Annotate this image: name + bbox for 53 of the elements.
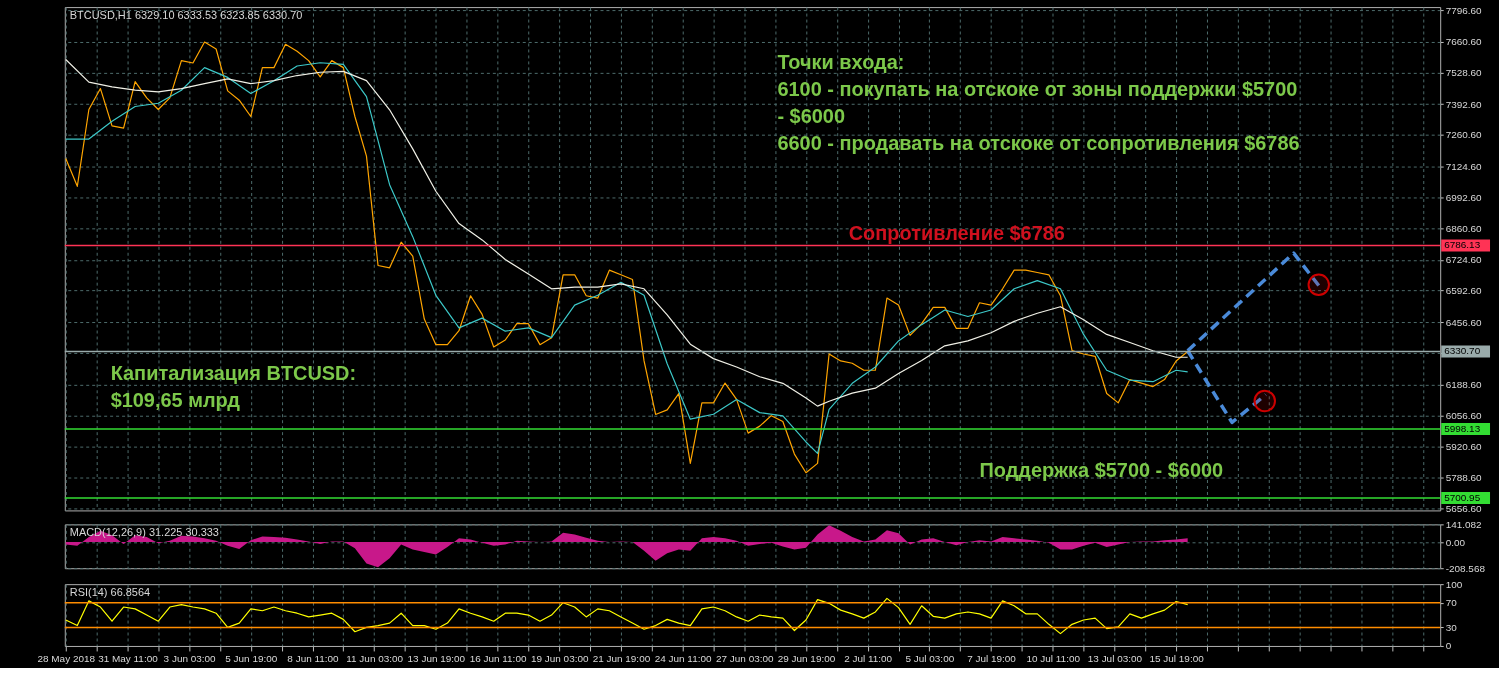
x-tick-label: 2 Jul 11:00 [844, 653, 893, 665]
x-tick-label: 11 Jun 03:00 [346, 653, 404, 665]
y-tick-label: 7124.60 [1445, 161, 1483, 173]
y-tick-label: 6992.60 [1445, 191, 1483, 203]
y-tick-label: 6860.60 [1445, 222, 1483, 234]
y-tick-label: 5788.60 [1445, 472, 1483, 484]
y-tick-label: 70 [1445, 597, 1458, 609]
y-tick-label: 7392.60 [1445, 98, 1483, 110]
y-tick-label: 141.082 [1445, 518, 1483, 530]
annotation: Сопротивление $6786 [848, 222, 1065, 245]
ref-line-label: 5700.95 [1444, 492, 1481, 504]
chart-title: MACD(12,26,9) 31.225 30.333 [69, 526, 219, 539]
y-tick-label: 7528.60 [1445, 67, 1483, 79]
x-tick-label: 21 Jun 19:00 [592, 653, 651, 665]
x-tick-label: 19 Jun 03:00 [530, 653, 589, 665]
ref-line-label: 5998.13 [1444, 422, 1481, 434]
y-tick-label: 0 [1445, 640, 1452, 652]
y-tick-label: 6724.60 [1445, 254, 1483, 266]
x-tick-label: 5 Jun 19:00 [225, 653, 278, 665]
x-tick-label: 15 Jul 19:00 [1149, 653, 1205, 665]
x-tick-label: 29 Jun 19:00 [777, 653, 836, 665]
x-tick-label: 5 Jul 03:00 [905, 653, 955, 665]
y-tick-label: 0.00 [1445, 536, 1466, 548]
y-tick-label: 6592.60 [1445, 284, 1483, 296]
y-tick-label: 6456.60 [1445, 316, 1483, 328]
x-tick-label: 3 Jun 03:00 [163, 653, 217, 665]
x-tick-label: 13 Jun 19:00 [407, 653, 466, 665]
ref-line-label: 6330.70 [1444, 345, 1481, 357]
x-tick-label: 13 Jul 03:00 [1087, 653, 1143, 665]
x-tick-label: 28 May 2018 [37, 653, 96, 665]
y-tick-label: 7796.60 [1445, 4, 1483, 16]
ref-line-label: 6786.13 [1444, 239, 1481, 251]
y-tick-label: 5920.60 [1445, 441, 1483, 453]
y-tick-label: 100 [1445, 578, 1463, 590]
x-tick-label: 24 Jun 11:00 [654, 653, 712, 665]
annotation: Точки входа: 6100 - покупать на отскоке от зоны поддержки $5700 - $6000 6600 - продавать на отскоке от сопротивления $6786 [777, 50, 1300, 154]
x-tick-label: 16 Jun 11:00 [469, 653, 527, 665]
annotation: Поддержка $5700 - $6000 [979, 458, 1224, 481]
y-tick-label: 5656.60 [1445, 502, 1483, 514]
y-tick-label: 6056.60 [1445, 409, 1483, 421]
x-tick-label: 7 Jul 19:00 [967, 653, 1017, 665]
x-tick-label: 31 May 11:00 [98, 653, 159, 665]
y-tick-label: 7260.60 [1445, 129, 1483, 141]
y-tick-label: 6188.60 [1445, 379, 1483, 391]
y-tick-label: 7660.60 [1445, 36, 1483, 48]
y-tick-label: 30 [1445, 621, 1458, 633]
y-tick-label: -208.568 [1445, 562, 1486, 574]
chart-title: BTCUSD,H1 6329.10 6333.53 6323.85 6330.70 [69, 9, 303, 22]
x-tick-label: 27 Jun 03:00 [716, 653, 775, 665]
chart-title: RSI(14) 66.8564 [69, 586, 151, 599]
x-tick-label: 8 Jun 11:00 [287, 653, 340, 665]
x-tick-label: 10 Jul 11:00 [1026, 653, 1081, 665]
annotation: Капитализация BTCUSD: $109,65 млрд [110, 361, 357, 411]
